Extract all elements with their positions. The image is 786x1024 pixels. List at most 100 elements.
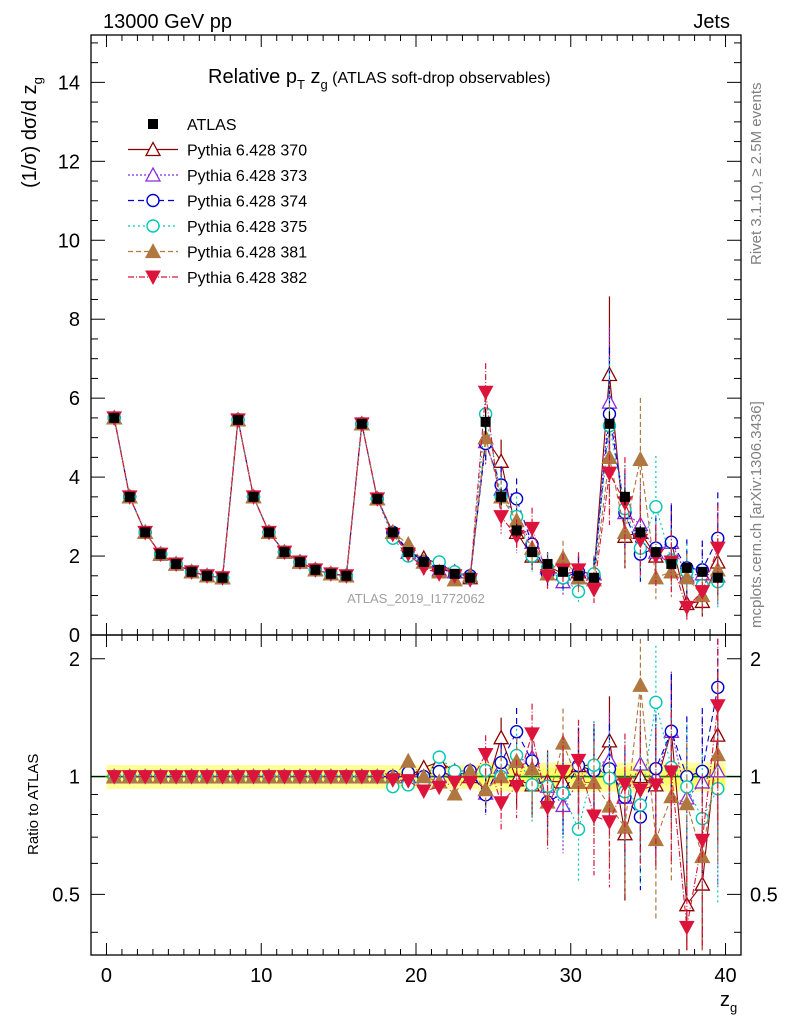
ratio-point <box>152 770 169 785</box>
atlas-point <box>310 564 321 575</box>
ratio-point <box>415 784 432 799</box>
atlas-point <box>619 491 630 502</box>
mcplots-label: mcplots.cern.ch [arXiv:1306.3436] <box>748 401 765 628</box>
data-point <box>694 585 711 600</box>
ratio-point <box>446 785 463 801</box>
atlas-point <box>604 418 615 429</box>
main-y-tick-label: 8 <box>69 309 80 331</box>
series-atlas-data <box>109 409 723 583</box>
ratio-point <box>137 770 154 785</box>
ratio-point <box>384 773 401 788</box>
atlas-point <box>496 491 507 502</box>
ratio-y-tick-label-right: 1 <box>750 767 761 789</box>
atlas-point <box>325 568 336 579</box>
ratio-point <box>477 747 494 763</box>
data-point <box>678 600 695 616</box>
atlas-point <box>527 547 538 558</box>
atlas-point <box>109 412 120 423</box>
ratio-point <box>245 770 262 785</box>
ratio-point <box>106 770 123 785</box>
header-left: 13000 GeV pp <box>103 11 232 33</box>
ratio-point <box>199 770 215 785</box>
ratio-point <box>694 833 711 849</box>
atlas-point <box>140 527 151 538</box>
ratio-point <box>648 778 664 793</box>
legend-label: Pythia 6.428 375 <box>187 219 307 236</box>
legend-marker <box>145 270 161 286</box>
atlas-point <box>341 570 352 581</box>
data-point <box>524 521 540 537</box>
series-line <box>113 392 719 609</box>
ratio-point <box>617 777 633 793</box>
ratio-point <box>323 770 339 785</box>
x-tick-label: 20 <box>405 965 427 987</box>
atlas-point <box>356 418 367 429</box>
ratio-point <box>709 699 726 714</box>
ratio-point <box>214 770 231 785</box>
ratio-y-tick-label-right: 0.5 <box>750 884 778 906</box>
x-tick-label: 40 <box>714 965 736 987</box>
ratio-point <box>292 770 308 785</box>
atlas-point <box>558 566 569 577</box>
atlas-point <box>279 547 290 558</box>
data-point <box>477 385 494 401</box>
ratio-y-tick-label-left: 1 <box>69 767 80 789</box>
atlas-point <box>418 556 429 567</box>
ratio-point <box>462 776 479 791</box>
legend-item-p374: Pythia 6.428 374 <box>128 194 307 211</box>
ratio-point <box>493 796 509 811</box>
ratio-point <box>447 764 462 778</box>
ratio-point <box>632 783 649 799</box>
ratio-point <box>508 779 525 795</box>
ratio-point <box>539 801 556 816</box>
ratio-y-tick-label-left: 0.5 <box>52 884 80 906</box>
atlas-point <box>588 572 599 583</box>
atlas-point <box>542 558 553 569</box>
x-axis-label: zg <box>720 989 737 1015</box>
header-right: Jets <box>693 11 730 33</box>
main-y-axis-label: (1/σ) dσ/d zg <box>19 77 45 188</box>
ratio-point <box>230 770 246 785</box>
atlas-point <box>171 558 182 569</box>
main-y-tick-label: 12 <box>58 151 80 173</box>
atlas-point <box>217 572 228 583</box>
legend-marker <box>146 219 160 233</box>
ratio-point <box>678 920 695 936</box>
atlas-point <box>372 493 383 504</box>
atlas-point <box>263 527 274 538</box>
atlas-point <box>248 491 259 502</box>
ratio-point <box>649 695 663 710</box>
axis-ticks <box>90 35 742 955</box>
atlas-point <box>650 547 661 558</box>
main-y-tick-label: 10 <box>58 230 80 252</box>
main-plot-marks <box>106 296 726 620</box>
ratio-point <box>678 795 695 811</box>
legend-label: Pythia 6.428 382 <box>187 270 307 287</box>
data-point <box>539 569 556 584</box>
legend-item-p381: Pythia 6.428 381 <box>128 243 307 262</box>
legend-label: Pythia 6.428 373 <box>187 168 307 185</box>
ratio-point <box>415 768 432 784</box>
main-title: Relative pT zg (ATLAS soft-drop observab… <box>208 66 551 92</box>
atlas-point <box>449 568 460 579</box>
atlas-point <box>186 566 197 577</box>
atlas-point <box>124 491 135 502</box>
legend-item-data: ATLAS <box>148 117 237 134</box>
atlas-point <box>434 564 445 575</box>
main-y-tick-label: 6 <box>69 388 80 410</box>
data-point <box>601 466 618 482</box>
atlas-point <box>233 414 244 425</box>
atlas-point <box>666 558 677 569</box>
atlas-point <box>294 556 305 567</box>
atlas-point <box>573 570 584 581</box>
legend-marker <box>144 243 162 259</box>
data-point <box>493 510 509 525</box>
ratio-point <box>431 780 448 796</box>
atlas-point <box>635 527 646 538</box>
atlas-point <box>403 547 414 558</box>
data-point <box>570 563 587 578</box>
legend-item-p370: Pythia 6.428 370 <box>128 141 307 160</box>
ratio-plot-marks <box>106 638 726 951</box>
